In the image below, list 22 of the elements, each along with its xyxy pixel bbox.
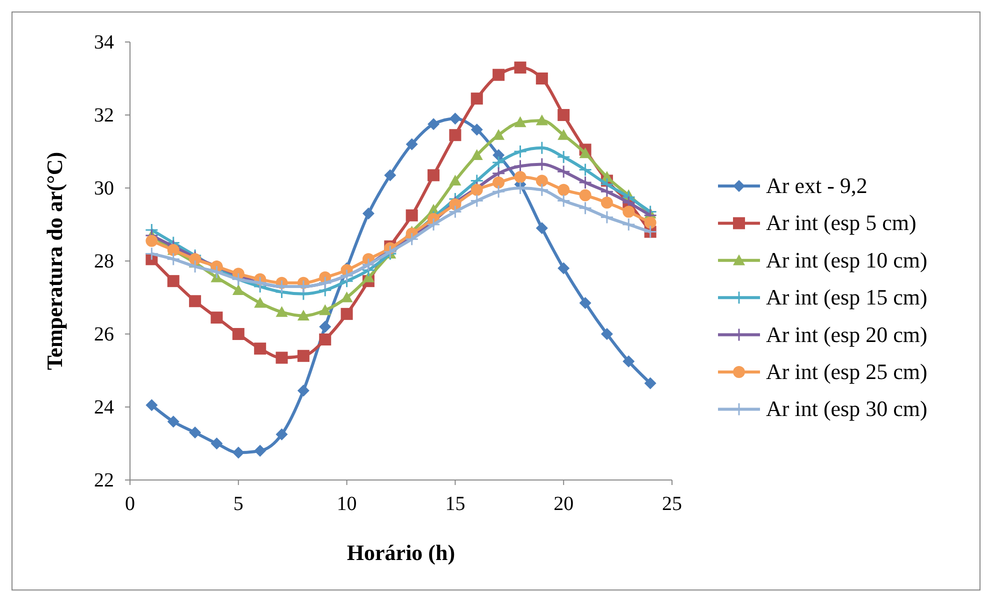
legend-label: Ar int (esp 15 cm)	[766, 284, 928, 310]
y-tick-label: 34	[94, 31, 114, 54]
legend-label: Ar int (esp 30 cm)	[766, 396, 928, 422]
y-axis-title: Temperatura do ar(°C)	[42, 152, 67, 370]
x-tick-label: 0	[125, 493, 135, 515]
legend-label: Ar int (esp 25 cm)	[766, 359, 928, 384]
x-tick-label: 20	[554, 493, 574, 515]
y-tick-label: 22	[94, 469, 114, 492]
legend-label: Ar int (esp 10 cm)	[766, 247, 928, 272]
legend-label: Ar int (esp 20 cm)	[766, 322, 928, 347]
x-axis-title: Horário (h)	[346, 540, 456, 565]
y-tick-label: 30	[94, 177, 114, 200]
y-tick-label: 32	[94, 104, 114, 126]
y-tick-label: 24	[94, 396, 114, 418]
legend-label: Ar ext - 9,2	[766, 173, 868, 198]
y-tick-label: 26	[94, 323, 114, 346]
x-tick-label: 5	[233, 493, 244, 515]
y-tick-label: 28	[94, 250, 114, 272]
x-tick-label: 25	[662, 493, 682, 515]
legend-label: Ar int (esp 5 cm)	[766, 210, 916, 236]
x-tick-label: 10	[336, 493, 357, 515]
x-tick-label: 15	[445, 493, 466, 515]
